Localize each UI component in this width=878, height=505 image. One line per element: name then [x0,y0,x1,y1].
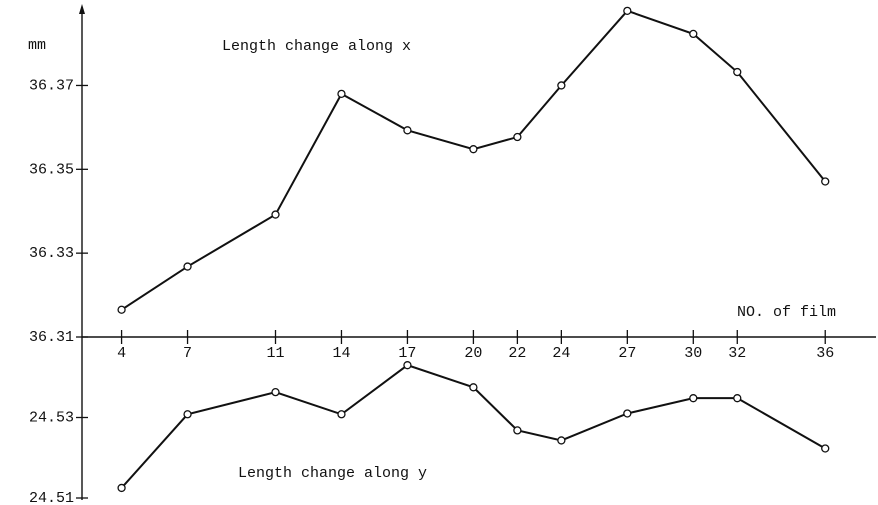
y-tick-label: 36.31 [29,329,74,346]
point [183,410,192,419]
point [557,81,566,90]
point [821,444,830,453]
series-label: Length change along y [238,465,427,482]
series-line [120,364,826,489]
x-tick-label: 14 [332,345,350,362]
point [117,483,126,493]
x-tick-label: 27 [618,345,636,362]
point [821,177,830,186]
point [403,361,412,370]
x-tick-label: 7 [183,345,192,362]
point [623,409,632,418]
point [469,145,478,154]
point [733,67,742,77]
x-tick-label: 22 [508,345,526,362]
series-label: Length change along x [222,38,411,55]
x-axis-label: NO. of film [737,304,836,321]
x-tick-label: 30 [684,345,702,362]
point [183,262,192,271]
y2-tick-label: 24.53 [29,409,74,426]
point [513,426,522,435]
y2-tick-label: 24.51 [29,490,74,505]
y-tick-label: 36.37 [29,77,74,94]
point [403,126,412,135]
x-tick-label: 24 [552,345,570,362]
point [689,29,698,39]
x-tick-label: 36 [816,345,834,362]
x-tick-label: 32 [728,345,746,362]
point [623,6,632,15]
point [271,387,280,397]
x-tick-label: 4 [117,345,126,362]
point [271,210,280,219]
point [337,410,346,419]
y-tick-label: 36.35 [29,161,74,178]
x-tick-label: 11 [266,345,284,362]
x-tick-label: 20 [464,345,482,362]
point [337,89,346,98]
series-line [121,9,827,311]
point [689,394,698,403]
point [733,394,742,403]
point [557,436,566,445]
point [469,383,478,392]
x-tick-label: 17 [398,345,416,362]
y-tick-label: 36.33 [29,245,74,262]
y-axis-label: mm [28,37,46,54]
point [117,305,126,314]
point [513,132,522,142]
y-axis-arrow [79,4,85,14]
